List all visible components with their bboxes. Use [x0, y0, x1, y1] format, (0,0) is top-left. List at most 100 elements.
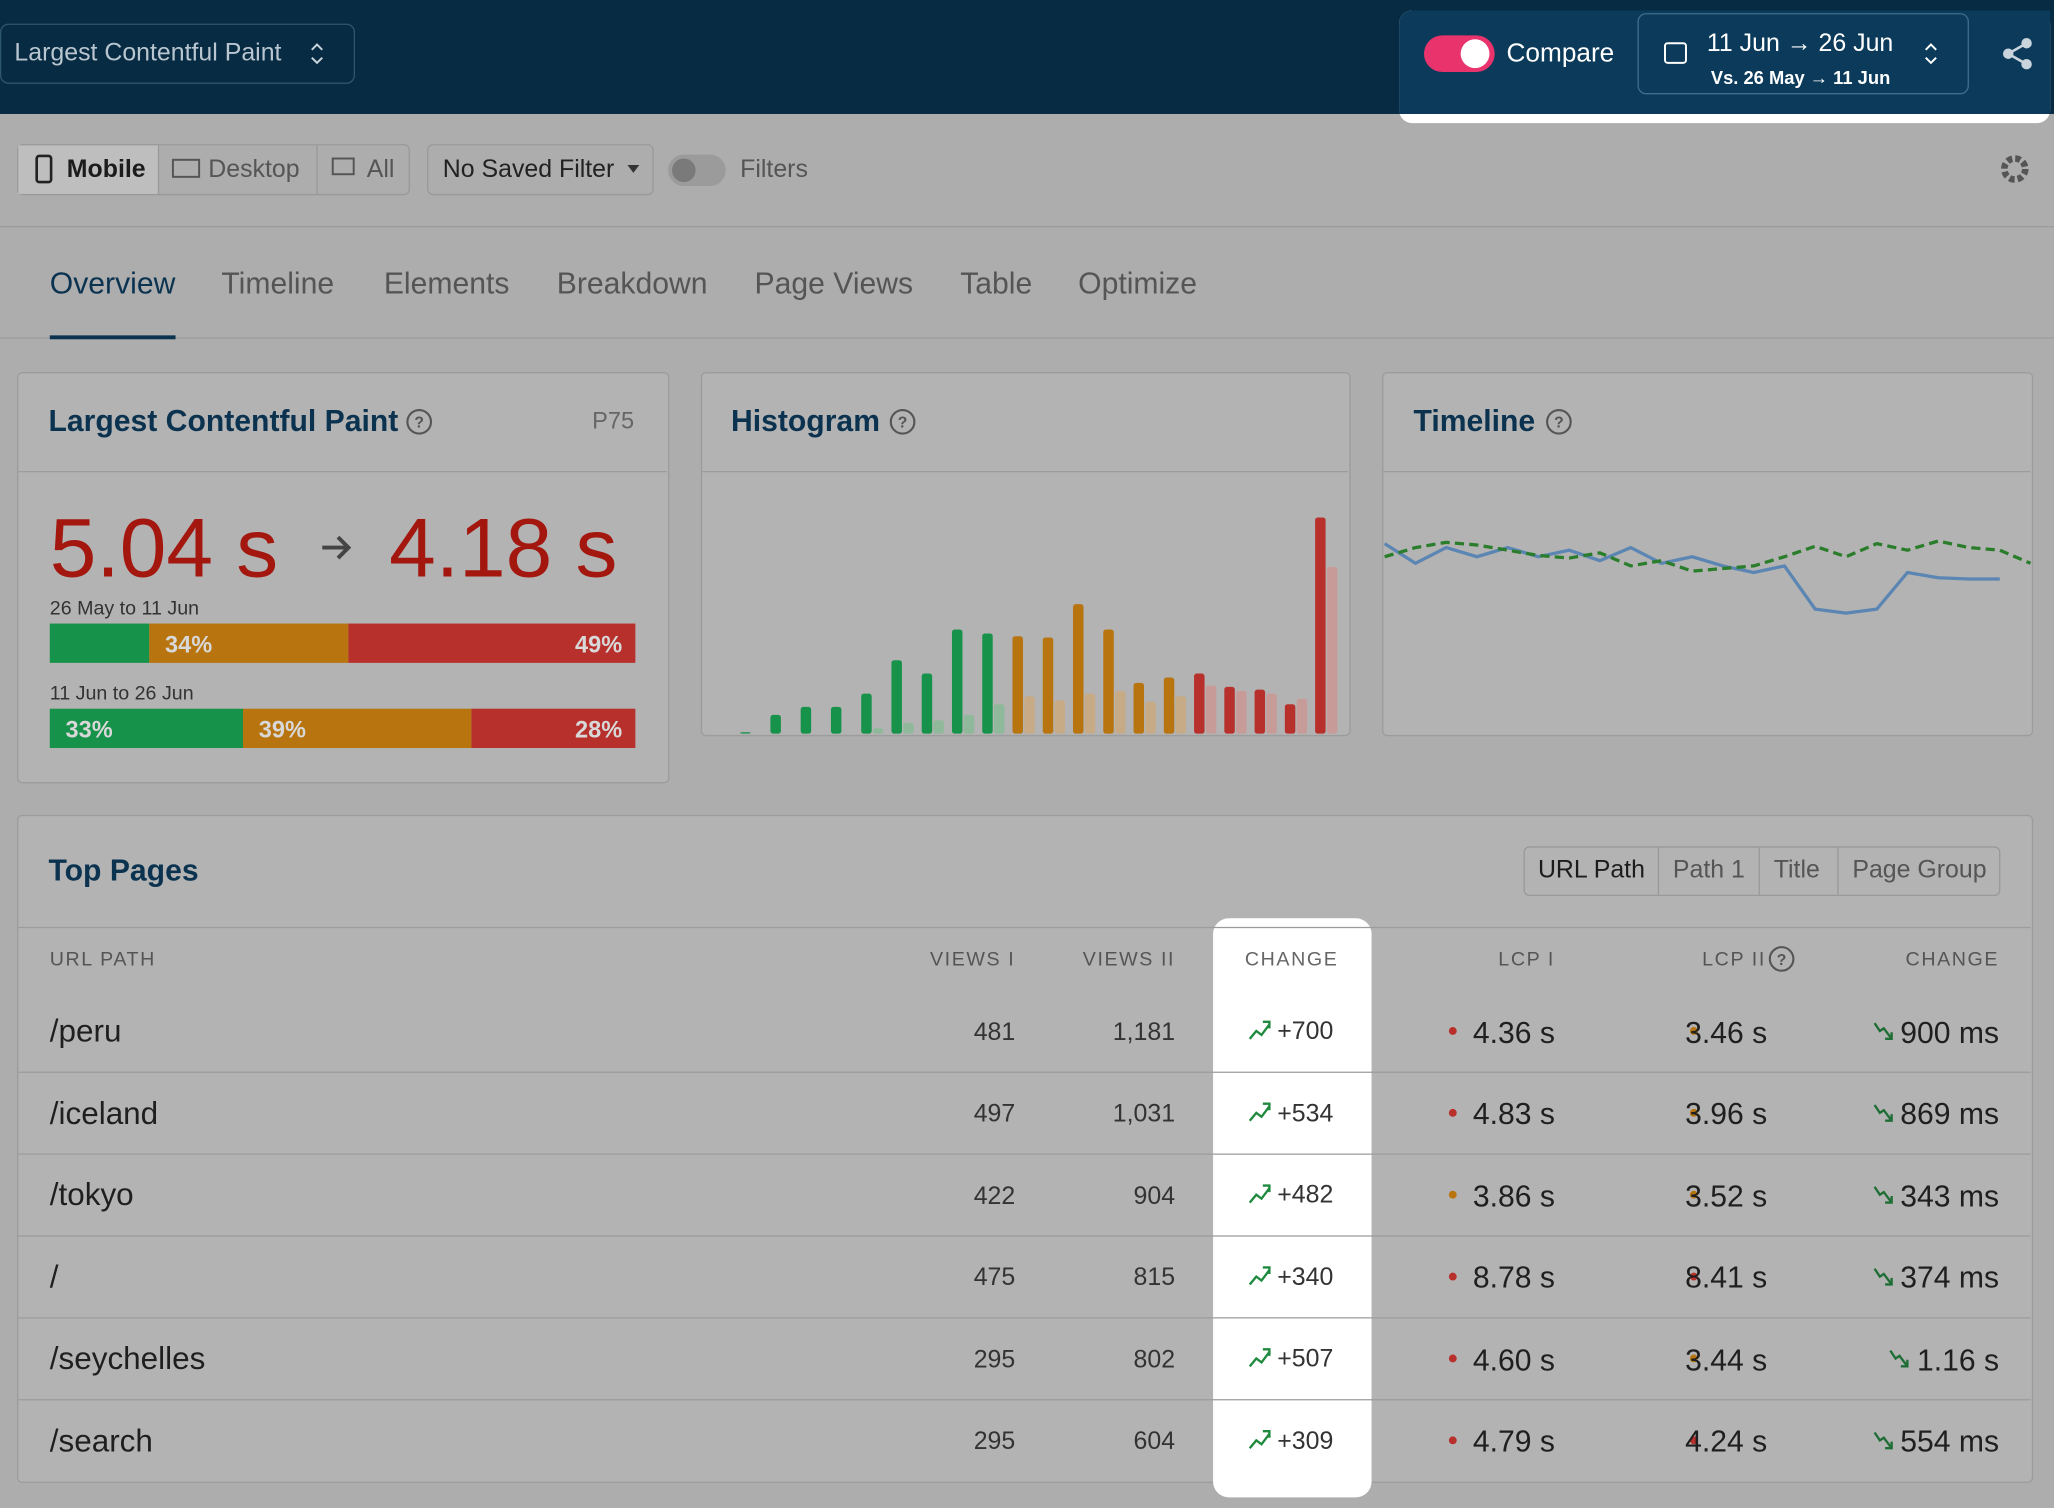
grouping-option[interactable]: URL Path	[1537, 856, 1645, 885]
table-cell: 475	[973, 1264, 1016, 1292]
device-option[interactable]: Desktop	[208, 155, 300, 184]
table-cell: 3.96 s	[1685, 1096, 1768, 1131]
segment-label: 28%	[575, 716, 623, 743]
segment-label: 49%	[575, 631, 623, 658]
grouping-option[interactable]: Title	[1773, 856, 1820, 885]
table-cell: /iceland	[49, 1095, 159, 1132]
trend-up-icon	[1248, 1348, 1271, 1368]
trend-down-icon	[1889, 1349, 1909, 1368]
chevron	[311, 43, 323, 65]
table-cell: 295	[973, 1346, 1016, 1374]
timeline-line	[1383, 542, 2000, 615]
timeline-line	[1384, 539, 2032, 573]
column-header: VIEWS II	[1082, 948, 1176, 971]
calendar-icon	[1664, 42, 1687, 64]
trend-down-icon	[1873, 1431, 1893, 1450]
card-title: Timeline	[1413, 403, 1536, 438]
toggle-knob	[672, 158, 696, 183]
settings-icon[interactable]	[2001, 155, 2029, 183]
table-cell: 900 ms	[1900, 1014, 2000, 1049]
table-cell: 4.24 s	[1685, 1423, 1768, 1459]
help-glyph: ?	[1777, 952, 1787, 969]
histogram-bar	[1163, 677, 1175, 734]
period-label: 11 Jun to 26 Jun	[49, 682, 194, 705]
table-cell: +340	[1277, 1263, 1334, 1292]
date-box[interactable]	[1637, 13, 1969, 95]
table-cell: 422	[973, 1182, 1016, 1210]
rating-dot	[1448, 1436, 1457, 1445]
tab[interactable]: Timeline	[221, 265, 335, 300]
tab[interactable]: Breakdown	[556, 265, 708, 300]
card-title: Top Pages	[48, 852, 199, 887]
help-glyph: ?	[898, 415, 908, 432]
distribution-segment	[149, 623, 349, 663]
histogram-bar	[982, 633, 993, 734]
histogram-card	[700, 372, 1351, 737]
histogram-bar	[1012, 636, 1023, 734]
table-cell: /tokyo	[49, 1177, 134, 1214]
histogram-bar-previous	[1175, 696, 1187, 734]
chevron	[1925, 43, 1937, 65]
device-option[interactable]: Mobile	[66, 155, 146, 184]
histogram-bar-previous	[1115, 690, 1126, 734]
distribution-segment	[471, 708, 636, 749]
help-glyph: ?	[414, 415, 424, 432]
grouping-option[interactable]: Path 1	[1672, 856, 1745, 885]
trend-down-icon	[1873, 1022, 1893, 1041]
device-option[interactable]: All	[366, 155, 395, 184]
table-cell: 869 ms	[1900, 1096, 2000, 1131]
trend-down-icon	[1873, 1186, 1893, 1204]
caret	[627, 165, 640, 173]
histogram-bar	[1073, 604, 1084, 734]
table-cell: 343 ms	[1900, 1178, 2000, 1213]
histogram-bar	[861, 693, 872, 734]
distribution-segment	[49, 623, 150, 663]
tab[interactable]: Table	[960, 265, 1033, 300]
table-cell: 604	[1133, 1427, 1176, 1456]
table-cell: /seychelles	[49, 1341, 206, 1377]
trend-down-icon	[1873, 1268, 1893, 1286]
tab[interactable]: Overview	[49, 265, 176, 300]
compare-area	[1399, 10, 2051, 114]
column-header: URL PATH	[49, 948, 156, 971]
histogram-bar-previous	[872, 728, 884, 734]
help-icon	[1768, 946, 1795, 972]
lcp-after: 4.18 s	[389, 500, 618, 595]
trend-up-icon	[1248, 1020, 1271, 1040]
trend-up-icon	[1248, 1102, 1271, 1122]
tab-underline	[49, 335, 176, 340]
all-icon	[331, 157, 355, 176]
lcp-before: 5.04 s	[49, 500, 279, 595]
table-cell: 1,181	[1112, 1018, 1176, 1047]
share-icon[interactable]	[2002, 37, 2032, 70]
stat-label: P75	[592, 407, 635, 434]
tab[interactable]: Page Views	[754, 265, 914, 300]
table-cell: +700	[1277, 1017, 1334, 1046]
histogram-bar-previous	[1266, 693, 1277, 734]
histogram-bar	[1103, 629, 1114, 734]
top-pages-card	[17, 814, 2034, 1483]
date-range: 11 Jun → 26 Jun	[1706, 30, 1894, 58]
toggle-knob	[1460, 39, 1490, 69]
metric-select[interactable]	[0, 23, 356, 84]
histogram-bar	[1133, 682, 1145, 734]
table-cell: 554 ms	[1900, 1423, 2000, 1459]
grouping-option[interactable]: Page Group	[1852, 856, 1987, 885]
desktop-icon	[171, 158, 201, 178]
tab[interactable]: Elements	[383, 265, 510, 300]
column-header: LCP II	[1702, 948, 1766, 971]
tab[interactable]: Optimize	[1078, 265, 1198, 300]
table-cell: /	[49, 1259, 59, 1295]
histogram-bar	[1194, 673, 1205, 734]
histogram-bar-previous	[1145, 701, 1156, 734]
histogram-bar-previous	[1236, 690, 1247, 734]
column-header: VIEWS I	[929, 948, 1016, 971]
table-cell: 3.86 s	[1472, 1178, 1555, 1213]
card-title: Histogram	[730, 403, 880, 438]
rating-dot	[1448, 1354, 1457, 1363]
table-cell: +534	[1277, 1099, 1334, 1128]
trend-up-icon	[1248, 1266, 1271, 1286]
filter-select[interactable]	[427, 144, 654, 196]
table-cell: 374 ms	[1900, 1260, 2000, 1295]
histogram-bar	[1284, 704, 1296, 734]
